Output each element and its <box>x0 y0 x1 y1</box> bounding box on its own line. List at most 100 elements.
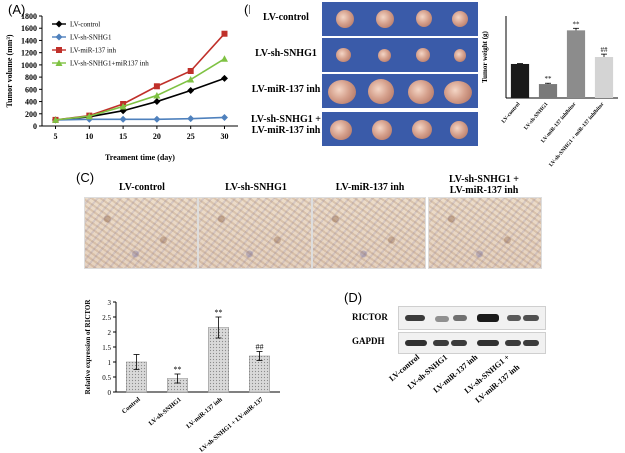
y-tick-label: 400 <box>25 98 37 107</box>
bar <box>538 84 558 98</box>
x-tick-label: 15 <box>119 132 127 141</box>
legend-marker <box>56 47 62 53</box>
tumor <box>408 80 434 104</box>
legend-marker <box>55 33 63 41</box>
x-tick-label: 20 <box>153 132 161 141</box>
y-tick-label: 0 <box>33 122 37 131</box>
data-point <box>187 115 195 123</box>
significance-label: ## <box>601 46 609 54</box>
rictor-expression-bar-chart: 0 0.5 1 1.5 2 2.5 3 Relative expression of RICT… <box>84 299 280 453</box>
ihc-micrograph-3 <box>312 197 426 269</box>
tumor-row-label-3: LV-miR-137 inh <box>251 84 321 95</box>
blot-band <box>405 340 427 346</box>
micrograph-label-4: LV-sh-SNHG1 + LV-miR-137 inh <box>414 174 554 196</box>
micrograph-label-1: LV-control <box>119 182 165 193</box>
blot-band <box>435 316 449 322</box>
y-tick-label: 1.5 <box>102 344 111 352</box>
tumor-row-photo-1 <box>322 2 478 36</box>
data-point <box>119 115 127 123</box>
blot-band <box>477 314 499 322</box>
tumor <box>328 80 356 104</box>
bar <box>249 355 270 393</box>
legend-label: LV-sh-SNHG1+miR137 inh <box>70 60 149 68</box>
data-point <box>153 83 160 90</box>
y-tick-label: 1000 <box>21 61 37 70</box>
tumor-row-label-4b: LV-miR-137 inh <box>251 125 321 136</box>
tumor-volume-line-chart: 0 200 400 600 800 1000 1200 1400 1600 1800 5 10 15 20… <box>5 12 238 162</box>
y-tick-label: 200 <box>25 110 37 119</box>
y-tick-label: 2.5 <box>102 314 111 322</box>
blot-band <box>477 340 499 346</box>
ihc-micrograph-4 <box>428 197 542 269</box>
micrograph-label-4a: LV-sh-SNHG1 + <box>449 174 519 185</box>
blot-row-label-rictor: RICTOR <box>352 312 388 322</box>
ihc-micrograph-1 <box>84 197 198 269</box>
y-tick-label: 800 <box>25 73 37 82</box>
significance-label: ** <box>573 20 581 28</box>
data-point <box>187 76 195 83</box>
y-tick-label: 600 <box>25 85 37 94</box>
panel-label-a: (A) <box>8 2 26 17</box>
micrograph-label-3: LV-miR-137 inh <box>335 182 405 193</box>
data-point <box>187 68 194 74</box>
panel-label-d: (D) <box>344 290 363 305</box>
data-point <box>52 116 60 123</box>
blot-strip-rictor <box>398 306 546 330</box>
tumor <box>454 49 466 62</box>
data-point <box>220 113 228 121</box>
legend-label: LV-miR-137 inh <box>70 47 116 55</box>
blot-band <box>507 315 521 321</box>
tumor <box>330 120 352 140</box>
blot-strip-gapdh <box>398 332 546 354</box>
category-label: LV-sh-SNHG1 + miR-137 inhibitor <box>548 101 606 168</box>
blot-band <box>505 340 521 346</box>
tumor <box>372 120 392 140</box>
legend-marker <box>55 20 63 28</box>
tumor <box>336 10 354 28</box>
y-tick-label: 1400 <box>21 36 37 45</box>
legend-label: LV-control <box>70 21 100 29</box>
bar <box>594 57 614 98</box>
tumor-row-photo-4 <box>322 112 478 146</box>
tumor <box>336 48 351 62</box>
blot-row-label-gapdh: GAPDH <box>352 336 385 346</box>
data-point <box>220 55 228 62</box>
significance-label: ** <box>174 365 182 374</box>
y-tick-label: 1 <box>108 359 112 367</box>
tumor-weight-bar-chart: Tumor weight (g) LV-control ** LV-sh-SNHG1 *… <box>481 16 618 168</box>
y-tick-label: 0 <box>108 389 112 397</box>
y-tick-label: 1800 <box>21 12 37 21</box>
tumor <box>444 81 472 104</box>
y-axis-title: Relative expression of RICTOR <box>84 299 92 395</box>
y-tick-label: 1600 <box>21 24 37 33</box>
tumor <box>416 10 432 27</box>
category-label: LV-sh-SNHG1 <box>523 101 550 131</box>
bar <box>510 63 530 98</box>
legend-marker <box>55 59 63 66</box>
significance-label: ## <box>256 343 264 352</box>
data-point <box>119 102 127 110</box>
significance-label: ** <box>545 75 553 83</box>
blot-band <box>405 315 425 321</box>
tumor <box>368 79 394 104</box>
x-tick-label: 30 <box>220 132 228 141</box>
x-axis-title: Treament time (day) <box>105 153 175 162</box>
category-label: Control <box>121 396 142 415</box>
bar <box>566 30 586 99</box>
category-label: LV-miR-137 inh <box>185 396 224 430</box>
data-point <box>153 115 161 123</box>
y-tick-label: 3 <box>108 299 112 307</box>
y-axis-title: Tumor weight (g) <box>481 30 489 82</box>
data-point <box>85 112 93 120</box>
blot-band <box>523 315 539 321</box>
tumor <box>450 121 468 139</box>
blot-band <box>453 315 467 321</box>
data-point <box>153 98 161 106</box>
tumor <box>452 11 468 27</box>
series-line <box>55 116 225 121</box>
tumor-row-photo-2 <box>322 38 478 72</box>
blot-band <box>523 340 539 346</box>
y-axis-title: Tumor volume (mm³) <box>5 34 14 107</box>
x-tick-label: 5 <box>54 132 58 141</box>
